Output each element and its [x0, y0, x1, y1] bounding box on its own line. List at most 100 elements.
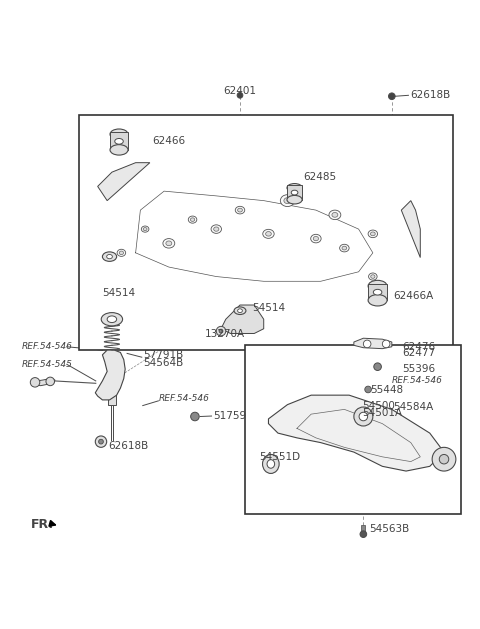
Bar [110, 132, 128, 150]
Ellipse shape [263, 455, 279, 474]
Ellipse shape [115, 138, 123, 144]
Text: 62476: 62476 [403, 342, 436, 352]
Text: 54564B: 54564B [143, 359, 183, 369]
Polygon shape [102, 153, 420, 309]
Ellipse shape [234, 307, 246, 314]
Text: 55448: 55448 [371, 386, 404, 396]
Text: 62477: 62477 [403, 348, 436, 359]
Ellipse shape [166, 241, 172, 246]
Ellipse shape [211, 225, 221, 233]
Bar [245, 345, 461, 514]
Ellipse shape [163, 238, 175, 248]
Ellipse shape [141, 226, 149, 232]
Ellipse shape [280, 195, 295, 206]
Text: REF.54-546: REF.54-546 [392, 376, 443, 386]
Circle shape [216, 326, 226, 336]
Text: REF.54-545: REF.54-545 [22, 360, 72, 369]
Text: 62466: 62466 [152, 136, 185, 147]
Ellipse shape [329, 210, 341, 220]
Text: 54551D: 54551D [259, 452, 300, 462]
Ellipse shape [342, 246, 347, 250]
Ellipse shape [354, 407, 373, 426]
Bar [361, 525, 365, 534]
Text: FR.: FR. [31, 518, 54, 531]
Ellipse shape [313, 237, 319, 241]
Circle shape [374, 363, 382, 370]
Circle shape [98, 439, 103, 444]
Ellipse shape [368, 281, 387, 292]
Circle shape [383, 340, 390, 348]
Text: 62466A: 62466A [393, 291, 433, 301]
Ellipse shape [373, 289, 382, 295]
Ellipse shape [368, 294, 387, 306]
Circle shape [365, 386, 372, 392]
Ellipse shape [311, 235, 321, 243]
Ellipse shape [340, 244, 349, 252]
Polygon shape [268, 395, 444, 471]
Polygon shape [31, 379, 55, 386]
Text: 62618B: 62618B [410, 91, 450, 100]
Text: 54563B: 54563B [370, 524, 410, 534]
Ellipse shape [371, 232, 375, 236]
Circle shape [30, 377, 40, 387]
Ellipse shape [332, 213, 338, 217]
Text: 54584A: 54584A [393, 402, 433, 412]
Text: 54514: 54514 [252, 303, 285, 313]
Circle shape [237, 92, 243, 98]
Ellipse shape [291, 190, 298, 195]
Ellipse shape [267, 460, 275, 468]
Polygon shape [401, 201, 420, 257]
Bar [368, 284, 387, 300]
Ellipse shape [287, 184, 302, 192]
Bar [79, 115, 454, 350]
Polygon shape [221, 305, 264, 333]
Ellipse shape [107, 316, 117, 323]
Text: REF.54-546: REF.54-546 [22, 342, 72, 351]
Bar [287, 186, 302, 199]
Ellipse shape [110, 129, 128, 140]
Circle shape [219, 329, 223, 333]
Text: 62618B: 62618B [108, 442, 149, 452]
Ellipse shape [117, 249, 126, 257]
Text: REF.54-546: REF.54-546 [158, 394, 209, 403]
Ellipse shape [263, 230, 274, 238]
Ellipse shape [287, 196, 302, 204]
Text: 57791B: 57791B [143, 350, 183, 360]
Circle shape [96, 436, 107, 447]
Circle shape [439, 455, 449, 464]
Polygon shape [354, 338, 392, 348]
Ellipse shape [119, 251, 123, 255]
Ellipse shape [107, 255, 112, 259]
Ellipse shape [188, 216, 197, 223]
Circle shape [388, 93, 395, 99]
Ellipse shape [110, 145, 128, 155]
Text: 54500: 54500 [362, 401, 396, 411]
Text: 13270A: 13270A [204, 330, 244, 340]
Text: 54501A: 54501A [362, 408, 403, 418]
Text: 62401: 62401 [224, 86, 256, 96]
Circle shape [432, 447, 456, 471]
Ellipse shape [265, 231, 271, 236]
Ellipse shape [371, 275, 375, 278]
Polygon shape [97, 163, 150, 201]
Text: 55396: 55396 [402, 364, 435, 374]
Bar [108, 352, 116, 404]
Ellipse shape [214, 227, 219, 231]
Text: 54514: 54514 [102, 288, 135, 298]
Polygon shape [96, 350, 125, 400]
Ellipse shape [368, 230, 378, 238]
Ellipse shape [235, 206, 245, 214]
Circle shape [46, 377, 55, 386]
Ellipse shape [369, 273, 377, 280]
Ellipse shape [101, 313, 122, 326]
Ellipse shape [238, 208, 242, 212]
Ellipse shape [102, 252, 117, 262]
Circle shape [360, 531, 367, 538]
Text: 62485: 62485 [303, 172, 336, 182]
Circle shape [363, 340, 371, 348]
Ellipse shape [143, 228, 147, 231]
Circle shape [191, 412, 199, 421]
Ellipse shape [238, 309, 242, 313]
Ellipse shape [359, 412, 368, 421]
Ellipse shape [284, 198, 291, 204]
